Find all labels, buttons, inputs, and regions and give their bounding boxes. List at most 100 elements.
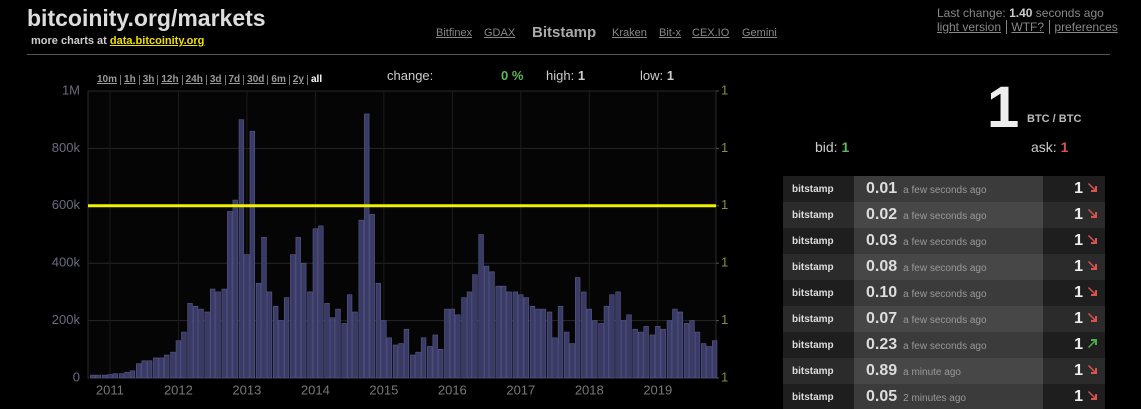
bar bbox=[472, 274, 478, 379]
separator bbox=[27, 54, 1110, 55]
bar bbox=[118, 373, 125, 379]
bar bbox=[141, 360, 147, 379]
bar bbox=[603, 305, 610, 379]
trade-time: a few seconds ago bbox=[903, 211, 987, 222]
arrow-down bbox=[1088, 313, 1097, 322]
bar bbox=[518, 294, 524, 379]
trade-amount-value: 0.05 bbox=[866, 388, 898, 405]
bar bbox=[483, 265, 490, 379]
bar bbox=[466, 291, 473, 379]
bar bbox=[586, 308, 592, 379]
bar bbox=[655, 326, 661, 379]
bar bbox=[146, 360, 153, 379]
timespan-link[interactable]: 30d bbox=[243, 75, 267, 85]
timespan-link[interactable]: 2y bbox=[288, 75, 307, 85]
site-title[interactable]: bitcoinity.org/markets bbox=[27, 5, 266, 31]
exchange-active[interactable]: Bitstamp bbox=[532, 24, 597, 41]
trade-row: bitstamp 0.07 a few seconds ago 1 bbox=[783, 306, 1105, 332]
bar bbox=[609, 294, 615, 379]
bar bbox=[581, 291, 587, 379]
bar bbox=[598, 323, 604, 379]
x-tick-label: 2013 bbox=[232, 382, 261, 397]
trade-exchange: bitstamp bbox=[792, 339, 834, 351]
bar bbox=[386, 337, 392, 379]
last-change-label: Last change: bbox=[937, 6, 1006, 20]
trade-time: a minute ago bbox=[903, 367, 961, 378]
bar bbox=[232, 199, 238, 379]
bid-value: 1 bbox=[841, 139, 850, 155]
last-change: Last change: 1.40 seconds ago bbox=[937, 6, 1104, 20]
arrow-down bbox=[1088, 365, 1097, 374]
bar bbox=[557, 305, 564, 379]
timespan-link[interactable]: 10m bbox=[97, 74, 118, 85]
trade-amount-value: 0.01 bbox=[866, 180, 898, 197]
low-value: 1 bbox=[666, 68, 674, 83]
trade-row: bitstamp 0.89 a minute ago 1 bbox=[783, 358, 1105, 384]
bar bbox=[643, 326, 649, 379]
trade-amount-value: 0.02 bbox=[866, 206, 898, 223]
bar bbox=[290, 254, 296, 379]
prefs-link[interactable]: preferences bbox=[1049, 20, 1118, 34]
y-tick-label: 0 bbox=[73, 369, 80, 384]
bar bbox=[369, 214, 375, 379]
timespan-link[interactable]: 1h bbox=[120, 75, 139, 85]
bar bbox=[592, 320, 598, 379]
timespan-link[interactable]: 3d bbox=[205, 75, 225, 85]
bar bbox=[478, 234, 484, 379]
y2-tick-label: 1 bbox=[721, 369, 728, 384]
low-label: low: bbox=[640, 68, 664, 83]
y-tick-label: 1M bbox=[62, 82, 80, 97]
bar bbox=[266, 291, 273, 379]
ask: ask: 1 bbox=[1031, 139, 1068, 155]
bar bbox=[301, 262, 307, 379]
trade-row: bitstamp 0.05 2 minutes ago 1 bbox=[783, 384, 1105, 409]
trade-amount-value: 0.03 bbox=[866, 232, 898, 249]
trade-amount: 0.89 a minute ago bbox=[854, 358, 1043, 384]
y-tick-label: 800k bbox=[52, 140, 81, 155]
trade-exchange: bitstamp bbox=[792, 391, 834, 403]
trade-amount-value: 0.89 bbox=[866, 362, 898, 379]
bar bbox=[153, 357, 159, 379]
more-charts-text: more charts at bbox=[31, 35, 107, 47]
trade-row: bitstamp 0.03 a few seconds ago 1 bbox=[783, 228, 1105, 254]
exchange-link[interactable]: Gemini bbox=[742, 27, 777, 39]
exchange-link[interactable]: CEX.IO bbox=[692, 27, 730, 39]
bar bbox=[711, 340, 718, 379]
exchange-link[interactable]: GDAX bbox=[484, 27, 516, 39]
bar bbox=[221, 288, 227, 379]
exchange-link[interactable]: Bitfinex bbox=[436, 27, 473, 39]
bar bbox=[101, 374, 108, 379]
data-link[interactable]: data.bitcoinity.org bbox=[109, 35, 205, 47]
bar bbox=[409, 354, 416, 379]
bar bbox=[352, 311, 358, 379]
bar bbox=[272, 305, 279, 379]
light-link[interactable]: light version bbox=[937, 20, 1002, 34]
low: low: 1 bbox=[640, 68, 674, 83]
timespan-link[interactable]: 7d bbox=[224, 75, 244, 85]
timespan-link[interactable]: 24h bbox=[181, 75, 206, 85]
trade-amount: 0.08 a few seconds ago bbox=[854, 254, 1043, 280]
bar bbox=[164, 354, 170, 379]
timespan-link[interactable]: 12h bbox=[157, 75, 181, 85]
trade-exchange: bitstamp bbox=[792, 209, 834, 221]
bar bbox=[420, 337, 427, 379]
exchange-link[interactable]: Bit-x bbox=[659, 27, 681, 39]
trade-price: 1 bbox=[1074, 310, 1083, 327]
bar bbox=[346, 294, 353, 379]
exchange-link[interactable]: Kraken bbox=[612, 27, 647, 39]
y2-tick-label: 1 bbox=[721, 197, 728, 212]
trade-time: a few seconds ago bbox=[903, 341, 987, 352]
x-tick-label: 2014 bbox=[301, 382, 330, 397]
trade-time: a few seconds ago bbox=[903, 185, 987, 196]
trade-price: 1 bbox=[1074, 388, 1083, 405]
wtf-link[interactable]: WTF? bbox=[1006, 20, 1045, 34]
timespan-link[interactable]: 3h bbox=[138, 75, 158, 85]
trade-time: 2 minutes ago bbox=[903, 393, 966, 404]
bar bbox=[638, 331, 644, 379]
bar bbox=[415, 351, 421, 379]
y-tick-label: 600k bbox=[52, 197, 81, 212]
timespan-link[interactable]: 6m bbox=[267, 75, 288, 85]
bar bbox=[192, 305, 199, 379]
timespan-link[interactable]: all bbox=[306, 75, 325, 85]
bar bbox=[181, 331, 187, 379]
